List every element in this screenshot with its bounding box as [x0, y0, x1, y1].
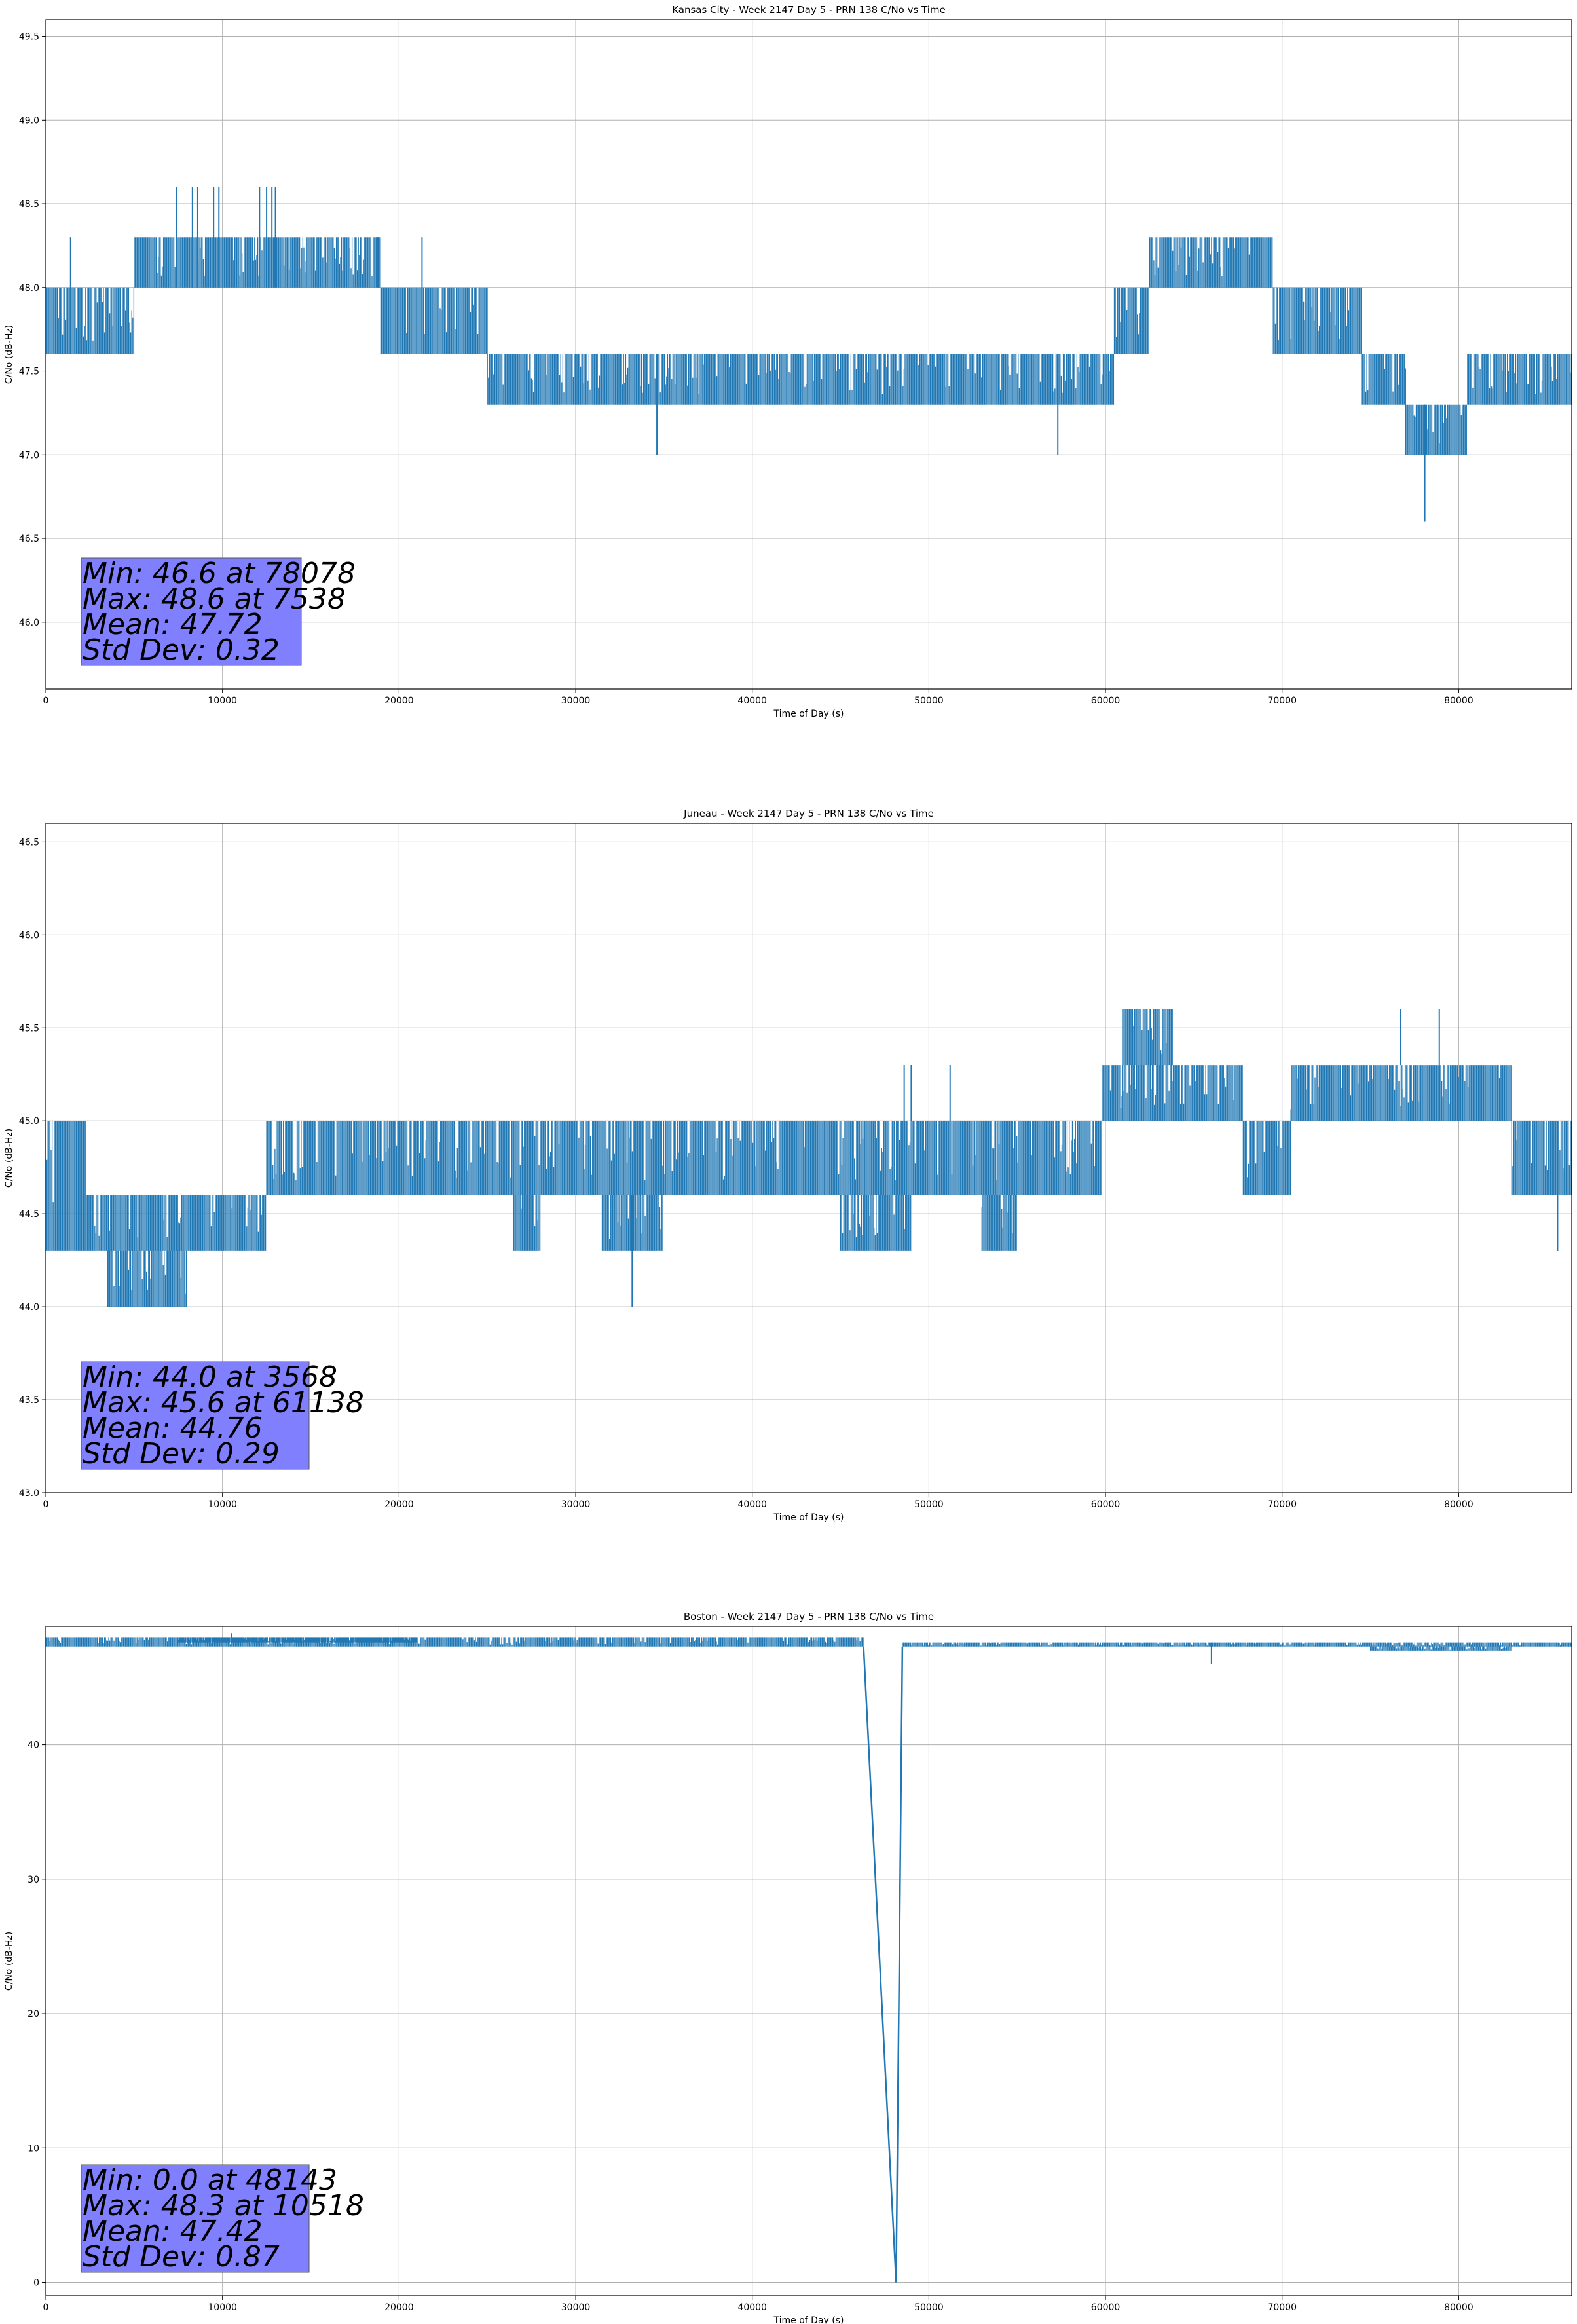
x-tick-label: 60000	[1091, 1499, 1121, 1510]
stats-line: Max: 48.3 at 10518	[83, 2189, 364, 2222]
x-tick-label: 50000	[914, 2302, 944, 2313]
x-tick-label: 80000	[1444, 2302, 1474, 2313]
x-tick-label: 70000	[1267, 1499, 1297, 1510]
x-tick-label: 10000	[208, 1499, 237, 1510]
chart-0: 0 10000 20000 30000 40000 50000 60000 70000 8000…	[4, 4, 1572, 719]
y-tick-label: 49.0	[19, 115, 39, 126]
y-tick-label: 47.5	[19, 367, 39, 377]
y-tick-label: 45.0	[19, 1116, 39, 1127]
plot-frame	[45, 823, 1572, 1493]
x-tick-label: 40000	[737, 2302, 767, 2313]
x-tick-label: 0	[43, 2302, 49, 2313]
y-tick-label: 46.5	[19, 837, 39, 848]
x-tick-label: 30000	[561, 2302, 591, 2313]
stats-line: Max: 45.6 at 61138	[83, 1386, 364, 1419]
y-tick-label: 20	[28, 2009, 39, 2019]
stats-line: Min: 0.0 at 48143	[83, 2164, 337, 2197]
y-axis-label: C/No (dB-Hz)	[4, 325, 14, 384]
x-tick-label: 40000	[737, 1499, 767, 1510]
stats-box-background	[81, 1361, 310, 1470]
stats-line: Std Dev: 0.32	[83, 633, 280, 667]
y-tick-label: 45.5	[19, 1023, 39, 1034]
y-tick-label: 48.5	[19, 199, 39, 210]
x-tick-label: 60000	[1091, 2302, 1121, 2313]
y-tick-label: 44.5	[19, 1209, 39, 1220]
y-axis-label: C/No (dB-Hz)	[4, 1932, 14, 1991]
stats-line: Mean: 44.76	[83, 1412, 263, 1445]
stats-line: Min: 44.0 at 3568	[83, 1360, 337, 1394]
y-tick-label: 43.5	[19, 1395, 39, 1406]
y-tick-label: 10	[28, 2143, 39, 2154]
stats-line: Std Dev: 0.87	[83, 2240, 280, 2274]
x-axis-label: Time of Day (s)	[773, 1512, 844, 1523]
y-tick-label: 46.0	[19, 618, 39, 628]
x-tick-label: 80000	[1444, 1499, 1474, 1510]
x-tick-label: 30000	[561, 1499, 591, 1510]
chart-title: Kansas City - Week 2147 Day 5 - PRN 138 …	[672, 4, 946, 16]
y-tick-label: 49.5	[19, 32, 39, 43]
x-axis-label: Time of Day (s)	[773, 2315, 844, 2324]
x-tick-label: 20000	[384, 1499, 414, 1510]
stats-box-background	[81, 557, 302, 666]
stats-line: Min: 46.6 at 78078	[83, 557, 356, 590]
x-tick-label: 50000	[914, 1499, 944, 1510]
x-tick-label: 0	[43, 1499, 49, 1510]
y-axis-label: C/No (dB-Hz)	[4, 1129, 14, 1188]
x-tick-label: 60000	[1091, 696, 1121, 706]
y-tick-label: 30	[28, 1875, 39, 1885]
stats-line: Std Dev: 0.29	[83, 1437, 280, 1471]
plot-frame	[45, 1626, 1572, 2296]
x-axis-label: Time of Day (s)	[773, 709, 844, 719]
stats-line: Mean: 47.42	[83, 2215, 263, 2248]
chart-2: 0 10000 20000 30000 40000 50000 60000 70000 8000…	[4, 1611, 1572, 2324]
stats-line: Mean: 47.72	[83, 608, 263, 641]
x-tick-label: 30000	[561, 696, 591, 706]
y-tick-label: 48.0	[19, 283, 39, 293]
y-tick-label: 0	[33, 2277, 39, 2288]
x-tick-label: 10000	[208, 2302, 237, 2313]
stats-box-background	[81, 2164, 310, 2273]
stats-line: Max: 48.6 at 7538	[83, 582, 346, 616]
y-tick-label: 44.0	[19, 1302, 39, 1313]
y-tick-label: 46.5	[19, 534, 39, 544]
x-tick-label: 70000	[1267, 2302, 1297, 2313]
x-tick-label: 20000	[384, 2302, 414, 2313]
chart-1: 0 10000 20000 30000 40000 50000 60000 70000 8000…	[4, 808, 1572, 1523]
chart-title: Boston - Week 2147 Day 5 - PRN 138 C/No …	[684, 1611, 934, 1622]
x-tick-label: 20000	[384, 696, 414, 706]
chart-title: Juneau - Week 2147 Day 5 - PRN 138 C/No …	[683, 808, 934, 819]
y-tick-label: 47.0	[19, 450, 39, 460]
x-tick-label: 80000	[1444, 696, 1474, 706]
y-tick-label: 46.0	[19, 930, 39, 941]
x-tick-label: 50000	[914, 696, 944, 706]
series-dropout	[863, 1646, 904, 2283]
y-tick-label: 40	[28, 1740, 39, 1751]
plot-frame	[45, 19, 1572, 690]
x-tick-label: 70000	[1267, 696, 1297, 706]
x-tick-label: 40000	[737, 696, 767, 706]
y-tick-label: 43.0	[19, 1488, 39, 1499]
x-tick-label: 0	[43, 696, 49, 706]
x-tick-label: 10000	[208, 696, 237, 706]
